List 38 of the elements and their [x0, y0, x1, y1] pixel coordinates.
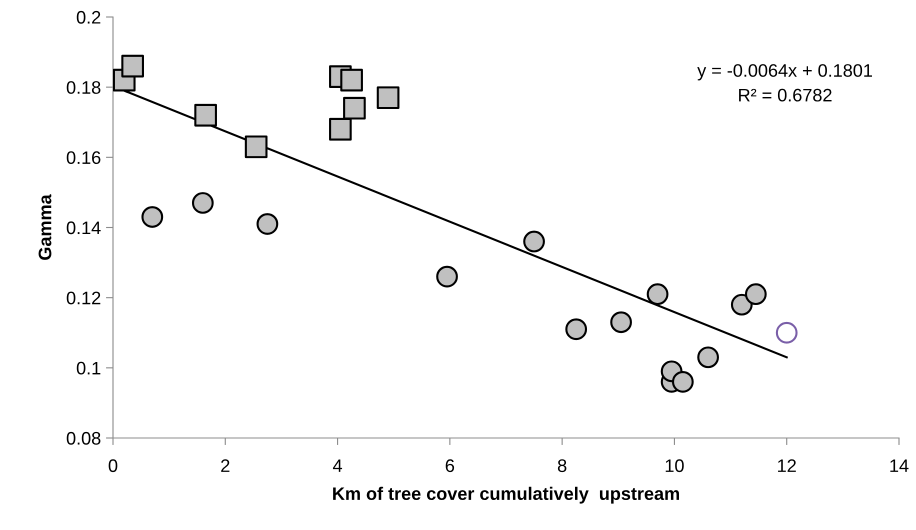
x-tick-label: 8 [558, 459, 566, 472]
y-tick-label: 0.16 [66, 151, 100, 164]
point [192, 192, 214, 214]
point [646, 283, 668, 306]
y-tick-label: 0.1 [76, 362, 100, 375]
point [244, 135, 268, 158]
y-tick-label: 0.18 [66, 81, 100, 94]
x-tick-label: 4 [332, 459, 342, 472]
point [672, 371, 694, 393]
y-axis-title: Gamma [38, 194, 52, 260]
x-tick-label: 14 [890, 459, 909, 472]
point [610, 311, 632, 334]
point [697, 346, 719, 368]
point [744, 283, 767, 306]
point [141, 206, 164, 228]
point [730, 294, 753, 316]
point [523, 230, 545, 252]
point [565, 318, 588, 340]
point [376, 86, 400, 110]
point [194, 104, 217, 127]
annotation: y = -0.0064x + 0.1801 R² = 0.6782 [697, 64, 872, 102]
point [343, 96, 366, 120]
x-tick-label: 0 [108, 459, 118, 472]
y-tick-label: 0.2 [76, 10, 100, 24]
x-tick-label: 6 [446, 459, 454, 472]
y-tick-label: 0.12 [66, 292, 100, 304]
x-axis-title: Km of tree cover cumulatively upstream [333, 486, 679, 504]
point [329, 118, 352, 141]
y-tick-label: 0.08 [66, 432, 100, 445]
x-tick-label: 2 [221, 459, 230, 472]
point [776, 322, 798, 344]
point [340, 68, 363, 92]
x-tick-label: 10 [666, 459, 684, 472]
point [256, 213, 278, 235]
point [436, 266, 458, 288]
y-tick-label: 0.14 [66, 221, 101, 234]
x-tick-label: 12 [778, 459, 796, 472]
point [121, 54, 144, 78]
